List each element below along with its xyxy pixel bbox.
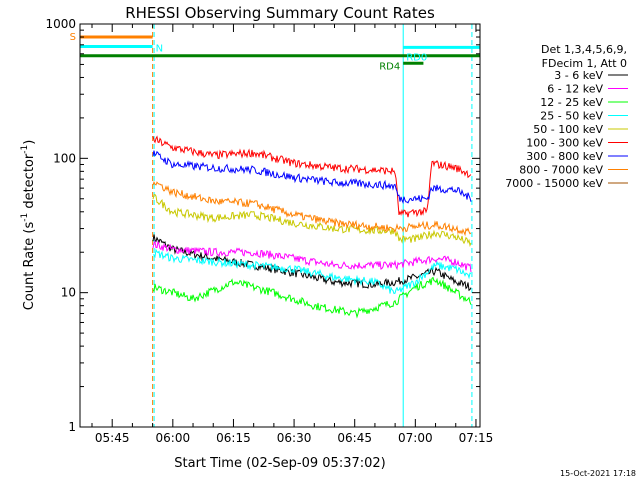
- legend-header-2: FDecim 1, Att 0: [542, 57, 627, 70]
- series-800-7000-kev: [152, 180, 472, 237]
- y-axis: 1 10 100 1000: [45, 17, 480, 434]
- legend-label-12-25-kev: 12 - 25 keV: [540, 96, 603, 109]
- series-12-25-kev: [152, 276, 472, 319]
- footer-timestamp: 15-Oct-2021 17:18: [560, 469, 636, 478]
- series-lines: [152, 135, 472, 319]
- y-axis-label-part-3: ): [22, 140, 37, 145]
- series-100-300-kev: [152, 135, 472, 218]
- y-tick-label: 100: [53, 151, 76, 165]
- plot-frame: [79, 23, 481, 428]
- legend-label-3-6-kev: 3 - 6 keV: [554, 69, 603, 82]
- state-bar-label-rd4: RD4: [379, 61, 400, 72]
- x-axis-label: Start Time (02-Sep-09 05:37:02): [174, 456, 385, 471]
- x-tick-label: 07:00: [398, 431, 433, 445]
- legend: Det 1,3,4,5,6,9, FDecim 1, Att 0 3 - 6 k…: [505, 43, 628, 190]
- y-axis-label-part-1: Count Rate (s: [22, 222, 37, 311]
- y-tick-label: 1000: [45, 17, 76, 31]
- series-3-6-kev: [152, 234, 472, 292]
- state-bar-label-s: S: [70, 32, 76, 43]
- y-axis-label-exp-2: -1: [20, 145, 30, 154]
- series-6-12-kev: [152, 240, 472, 273]
- y-tick-label: 10: [61, 286, 76, 300]
- series-50-100-kev: [152, 194, 472, 248]
- x-tick-label: 07:15: [459, 431, 494, 445]
- legend-label-300-800-kev: 300 - 800 keV: [526, 150, 603, 163]
- vertical-markers: [79, 24, 473, 427]
- legend-label-800-7000-kev: 800 - 7000 keV: [519, 164, 603, 177]
- x-axis: 05:45 06:00 06:15 06:30 06:45 07:00 07:15: [91, 24, 494, 445]
- x-tick-label: 06:30: [277, 431, 312, 445]
- state-bars: S N RD0 RD4: [70, 32, 480, 72]
- y-axis-label-exp-1: -1: [20, 213, 30, 222]
- state-bar-label-rd0: RD0: [406, 52, 427, 63]
- chart-title: RHESSI Observing Summary Count Rates: [125, 4, 435, 22]
- x-tick-label: 05:45: [95, 431, 130, 445]
- legend-label-100-300-kev: 100 - 300 keV: [526, 137, 603, 150]
- series-25-50-kev: [152, 248, 472, 295]
- state-bar-label-n: N: [156, 43, 163, 54]
- y-axis-label-part-2: detector: [22, 153, 37, 213]
- x-tick-label: 06:45: [337, 431, 372, 445]
- legend-label-6-12-kev: 6 - 12 keV: [547, 83, 603, 96]
- x-tick-label: 06:15: [216, 431, 251, 445]
- y-tick-label: 1: [68, 420, 76, 434]
- series-300-800-kev: [152, 150, 472, 205]
- legend-label-25-50-kev: 25 - 50 keV: [540, 110, 603, 123]
- legend-label-7000-15000-kev: 7000 - 15000 keV: [505, 177, 603, 190]
- x-tick-label: 06:00: [156, 431, 191, 445]
- legend-header-1: Det 1,3,4,5,6,9,: [541, 43, 627, 56]
- legend-label-50-100-kev: 50 - 100 keV: [533, 123, 603, 136]
- y-axis-label: Count Rate (s-1 detector-1): [20, 140, 37, 311]
